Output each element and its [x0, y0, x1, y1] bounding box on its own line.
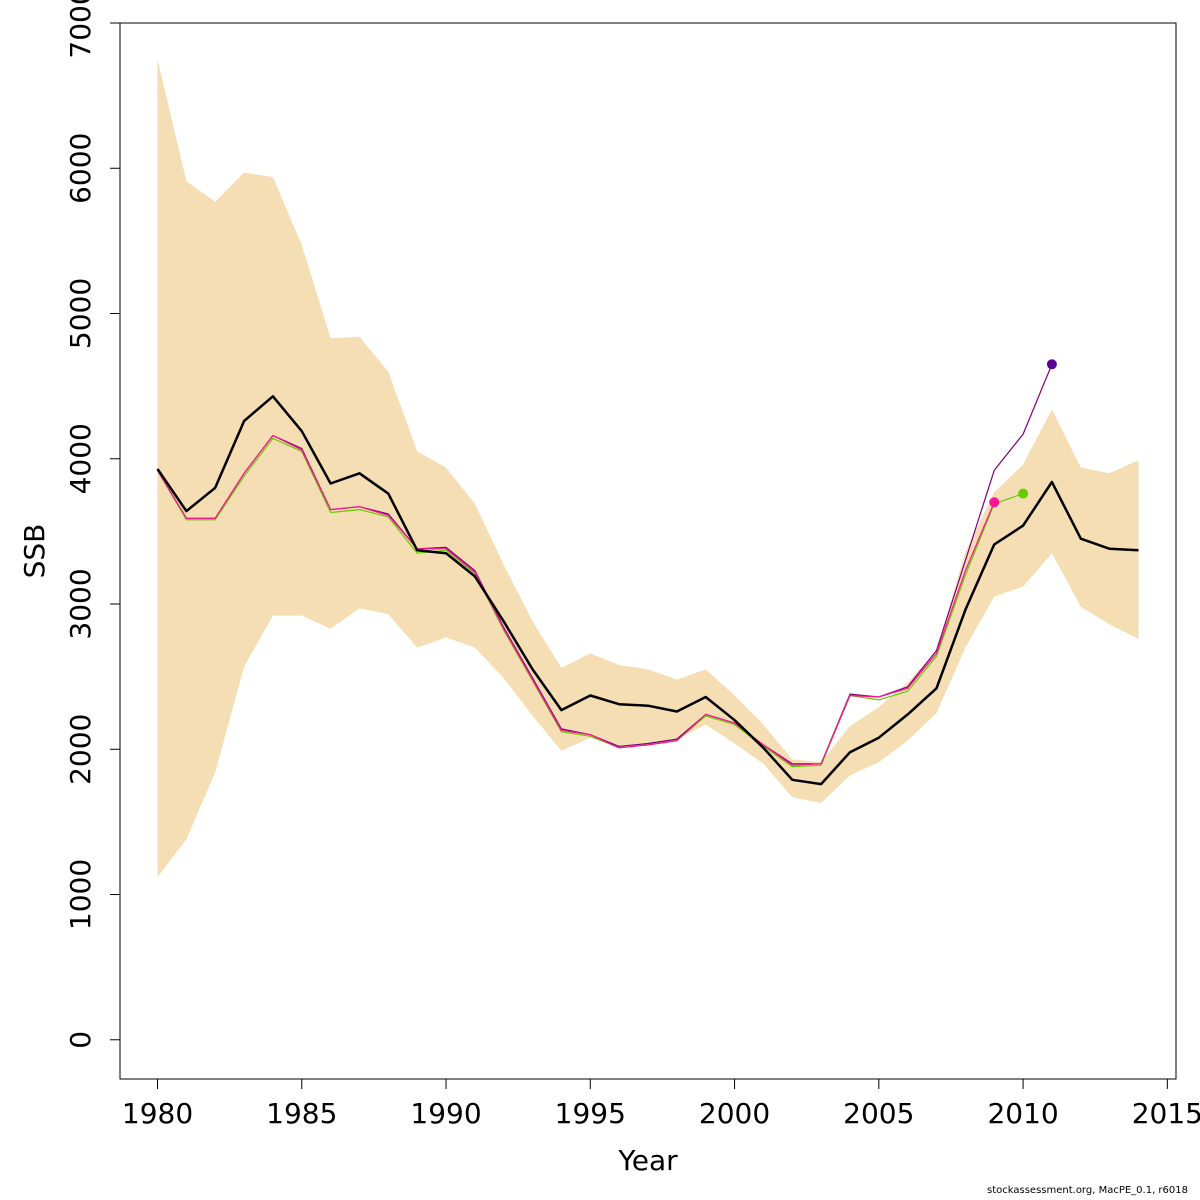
series-line-3: [156, 434, 995, 766]
endpoint-marker-2010: [1018, 488, 1029, 499]
y-tick-label: 5000: [64, 278, 97, 349]
x-tick-label: 1990: [410, 1097, 481, 1130]
x-axis-label: Year: [617, 1144, 678, 1177]
endpoint-marker-2009: [989, 497, 1000, 508]
series-line-main: [156, 395, 1139, 786]
y-tick-label: 2000: [64, 714, 97, 785]
x-tick-label: 1985: [266, 1097, 337, 1130]
confidence-band: [157, 59, 1139, 878]
y-tick-label: 3000: [64, 568, 97, 639]
x-tick-label: 2005: [843, 1097, 914, 1130]
x-tick-label: 1995: [555, 1097, 626, 1130]
x-tick-label: 2010: [987, 1097, 1058, 1130]
y-axis-label: SSB: [18, 524, 51, 579]
x-tick-label: 2015: [1132, 1097, 1200, 1130]
y-tick-label: 4000: [64, 423, 97, 494]
endpoint-marker-2011: [1046, 359, 1057, 370]
x-tick-label: 2000: [699, 1097, 770, 1130]
credit-text: stockassessment.org, MacPE_0.1, r6018: [987, 1185, 1188, 1196]
y-tick-label: 0: [64, 1031, 97, 1049]
y-tick-label: 7000: [64, 0, 97, 59]
axes: 1980 1985 1990 1995 2000 2005 2010 2015 0 1000 200…: [64, 0, 1200, 1130]
y-tick-label: 6000: [64, 133, 97, 204]
x-tick-label: 1980: [122, 1097, 193, 1130]
series-line-2: [156, 437, 1024, 768]
plot-area: [156, 59, 1139, 878]
y-tick-label: 1000: [64, 859, 97, 930]
